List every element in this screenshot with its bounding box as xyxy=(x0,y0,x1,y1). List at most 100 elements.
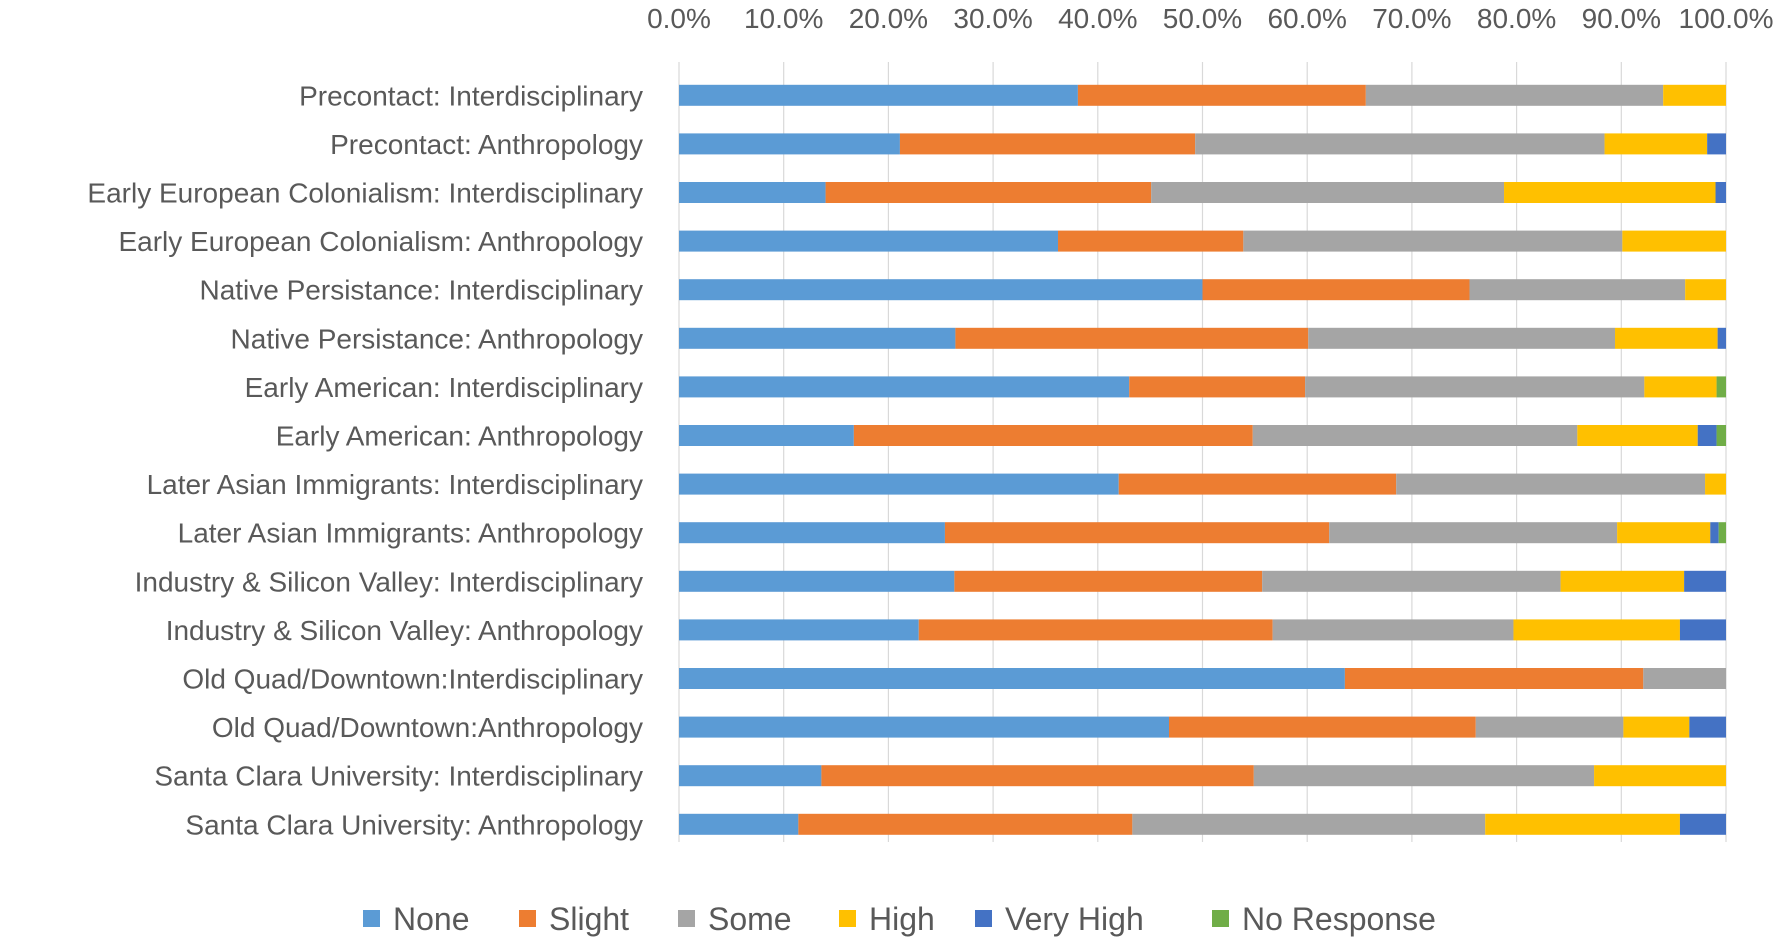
bar-segment-some xyxy=(1195,133,1605,155)
bar-segment-high xyxy=(1617,522,1711,544)
bar-segment-very-high xyxy=(1679,619,1726,641)
x-axis-ticks: 0.0% 10.0% 20.0% 30.0% 40.0% 50.0% 60.0% 70.0% 8… xyxy=(647,3,1773,34)
legend-item-no-response[interactable]: No Response xyxy=(1212,901,1436,937)
bar-segment-slight xyxy=(821,765,1254,787)
legend-label: Some xyxy=(708,901,792,937)
category-label: Early American: Anthropology xyxy=(276,421,643,452)
legend-swatch xyxy=(678,910,695,927)
bar-segment-slight xyxy=(1077,84,1366,106)
bar-segment-slight xyxy=(1058,230,1244,252)
bar-segment-high xyxy=(1577,425,1698,446)
bar-segment-slight xyxy=(798,813,1133,835)
x-tick-label: 20.0% xyxy=(849,3,928,34)
bar-segment-none xyxy=(679,668,1345,689)
bar-segment-some xyxy=(1151,182,1505,203)
bar-segment-high xyxy=(1663,84,1726,106)
bar-segment-some xyxy=(1308,327,1616,349)
bar-segment-some xyxy=(1252,425,1578,446)
bar-segment-slight xyxy=(853,425,1253,446)
bar-segment-some xyxy=(1475,716,1624,738)
bar-segment-none xyxy=(679,425,854,446)
legend-swatch xyxy=(1212,910,1229,927)
bar-segment-slight xyxy=(1168,716,1476,738)
legend-swatch xyxy=(363,910,380,927)
legend-label: Very High xyxy=(1005,901,1144,937)
category-label: Industry & Silicon Valley: Interdiscipli… xyxy=(135,566,643,597)
category-label: Santa Clara University: Anthropology xyxy=(185,809,643,840)
legend-label: High xyxy=(869,901,935,937)
bar-segment-very-high xyxy=(1679,813,1726,835)
bar-segment-none xyxy=(679,327,956,349)
legend-item-high[interactable]: High xyxy=(839,901,935,937)
legend-item-some[interactable]: Some xyxy=(678,901,792,937)
bar-segment-slight xyxy=(1118,473,1397,495)
legend-item-none[interactable]: None xyxy=(363,901,470,937)
x-tick-label: 40.0% xyxy=(1058,3,1137,34)
bar-segment-high xyxy=(1560,570,1685,592)
x-tick-label: 50.0% xyxy=(1163,3,1242,34)
bar-segment-slight xyxy=(954,570,1263,592)
bar-segment-high xyxy=(1705,473,1726,495)
category-labels: Precontact: Interdisciplinary Precontact:… xyxy=(87,80,643,840)
bar-segment-very-high xyxy=(1710,522,1719,544)
category-label: Early European Colonialism: Interdiscipl… xyxy=(87,178,643,209)
bar-segment-some xyxy=(1243,230,1623,252)
bar-segment-high xyxy=(1513,619,1680,641)
category-label: Precontact: Anthropology xyxy=(330,129,643,160)
category-label: Later Asian Immigrants: Anthropology xyxy=(178,518,643,549)
bar-segment-none xyxy=(679,473,1119,495)
bar-segment-slight xyxy=(1344,668,1644,689)
bar-segment-no-response xyxy=(1716,376,1726,398)
bar-segment-slight xyxy=(1129,376,1306,398)
bar-segment-some xyxy=(1253,765,1595,787)
legend-item-slight[interactable]: Slight xyxy=(519,901,629,937)
bar-segment-none xyxy=(679,133,900,155)
x-tick-label: 10.0% xyxy=(744,3,823,34)
bar-segment-none xyxy=(679,570,955,592)
legend-swatch xyxy=(975,910,992,927)
bar-segment-slight xyxy=(899,133,1196,155)
legend-item-very-high[interactable]: Very High xyxy=(975,901,1144,937)
bar-segment-some xyxy=(1396,473,1706,495)
legend[interactable]: None Slight Some High Very High No Response xyxy=(363,901,1436,937)
category-label: Precontact: Interdisciplinary xyxy=(299,80,643,111)
bar-segment-high xyxy=(1485,813,1680,835)
bar-segment-high xyxy=(1504,182,1716,203)
bar-segment-none xyxy=(679,813,799,835)
x-tick-label: 80.0% xyxy=(1477,3,1556,34)
bar-segment-high xyxy=(1594,765,1726,787)
bar-segment-very-high xyxy=(1717,327,1726,349)
x-tick-label: 70.0% xyxy=(1372,3,1451,34)
category-label: Early American: Interdisciplinary xyxy=(245,372,643,403)
bar-segment-high xyxy=(1615,327,1718,349)
bar-segment-none xyxy=(679,522,945,544)
bar-segment-some xyxy=(1262,570,1561,592)
bar-segment-slight xyxy=(955,327,1309,349)
bar-segment-none xyxy=(679,716,1169,738)
category-label: Native Persistance: Anthropology xyxy=(231,323,643,354)
legend-label: Slight xyxy=(549,901,629,937)
bar-segment-some xyxy=(1643,668,1726,689)
x-tick-label: 30.0% xyxy=(953,3,1032,34)
bar-segment-none xyxy=(679,619,919,641)
bar-segment-high xyxy=(1644,376,1717,398)
legend-swatch xyxy=(519,910,536,927)
bar-segment-high xyxy=(1622,230,1726,252)
bar-segment-slight xyxy=(918,619,1273,641)
bar-segment-none xyxy=(679,230,1059,252)
category-label: Old Quad/Downtown:Anthropology xyxy=(212,712,643,743)
category-label: Later Asian Immigrants: Interdisciplinar… xyxy=(147,469,643,500)
bar-segment-some xyxy=(1272,619,1514,641)
bar-segment-no-response xyxy=(1718,522,1726,544)
category-label: Early European Colonialism: Anthropology xyxy=(118,226,643,257)
bar-segment-very-high xyxy=(1697,425,1717,446)
bar-segment-some xyxy=(1329,522,1618,544)
legend-label: No Response xyxy=(1242,901,1436,937)
bar-segment-some xyxy=(1132,813,1486,835)
category-label: Native Persistance: Interdisciplinary xyxy=(199,275,643,306)
bar-segment-high xyxy=(1685,279,1726,301)
bar-segment-very-high xyxy=(1689,716,1726,738)
bar-segment-none xyxy=(679,182,826,203)
bar-segment-none xyxy=(679,376,1130,398)
